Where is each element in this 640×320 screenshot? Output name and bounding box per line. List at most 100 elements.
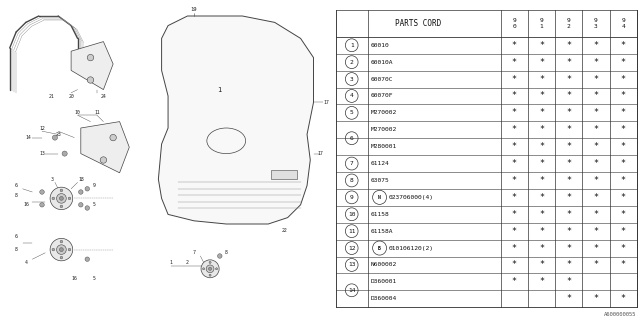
Text: 7: 7 xyxy=(193,250,195,255)
Text: 7: 7 xyxy=(350,161,353,166)
Circle shape xyxy=(60,256,63,259)
Circle shape xyxy=(209,261,211,263)
Text: A600000055: A600000055 xyxy=(604,312,637,317)
Text: *: * xyxy=(566,193,572,202)
Text: 3: 3 xyxy=(51,177,53,182)
Text: *: * xyxy=(539,108,544,117)
Text: 11: 11 xyxy=(94,109,100,115)
Text: M270002: M270002 xyxy=(371,127,397,132)
Text: *: * xyxy=(621,210,626,219)
Text: 8: 8 xyxy=(350,178,353,183)
Text: *: * xyxy=(566,227,572,236)
Text: 61158A: 61158A xyxy=(371,229,393,234)
Text: *: * xyxy=(621,193,626,202)
Text: *: * xyxy=(593,227,598,236)
Text: *: * xyxy=(566,142,572,151)
Text: 12: 12 xyxy=(348,245,355,251)
Text: 11: 11 xyxy=(348,229,355,234)
Text: *: * xyxy=(593,41,598,50)
Text: *: * xyxy=(593,193,598,202)
Text: 5: 5 xyxy=(92,276,95,281)
Text: *: * xyxy=(593,75,598,84)
Text: 2: 2 xyxy=(186,260,189,265)
Circle shape xyxy=(87,77,93,83)
Circle shape xyxy=(40,203,44,207)
Text: *: * xyxy=(621,41,626,50)
Text: *: * xyxy=(539,227,544,236)
Text: 24: 24 xyxy=(100,93,106,99)
Circle shape xyxy=(56,194,67,203)
Text: *: * xyxy=(566,108,572,117)
Circle shape xyxy=(52,197,54,200)
Text: *: * xyxy=(593,58,598,67)
Text: 60010: 60010 xyxy=(371,43,390,48)
Circle shape xyxy=(206,265,214,273)
Text: *: * xyxy=(593,176,598,185)
Text: 4: 4 xyxy=(350,93,353,99)
Text: *: * xyxy=(512,193,516,202)
Text: 5: 5 xyxy=(92,202,95,207)
Text: 9: 9 xyxy=(350,195,353,200)
Circle shape xyxy=(50,187,73,210)
Text: 13: 13 xyxy=(39,151,45,156)
Text: *: * xyxy=(539,260,544,269)
Text: M280001: M280001 xyxy=(371,144,397,149)
Text: 17: 17 xyxy=(323,100,329,105)
Text: *: * xyxy=(566,75,572,84)
Text: D360004: D360004 xyxy=(371,296,397,301)
Text: 3: 3 xyxy=(350,76,353,82)
Circle shape xyxy=(56,245,67,254)
Circle shape xyxy=(209,267,212,270)
Text: 9
3: 9 3 xyxy=(594,18,598,28)
Text: B: B xyxy=(378,245,381,251)
Circle shape xyxy=(216,268,218,270)
Text: *: * xyxy=(539,210,544,219)
Text: *: * xyxy=(512,75,516,84)
Circle shape xyxy=(209,274,211,276)
Polygon shape xyxy=(158,16,314,224)
Text: *: * xyxy=(593,244,598,252)
Circle shape xyxy=(40,190,44,194)
Text: 2: 2 xyxy=(350,60,353,65)
Text: 023706000(4): 023706000(4) xyxy=(389,195,434,200)
Text: 010106120(2): 010106120(2) xyxy=(389,245,434,251)
Text: *: * xyxy=(539,159,544,168)
Text: *: * xyxy=(539,58,544,67)
Text: *: * xyxy=(621,260,626,269)
Text: *: * xyxy=(512,58,516,67)
Circle shape xyxy=(60,240,63,243)
Text: *: * xyxy=(512,41,516,50)
Text: 9: 9 xyxy=(92,183,95,188)
Text: *: * xyxy=(512,125,516,134)
Text: 5: 5 xyxy=(350,110,353,115)
Text: *: * xyxy=(621,176,626,185)
Text: 22: 22 xyxy=(282,228,287,233)
Text: *: * xyxy=(566,244,572,252)
Circle shape xyxy=(85,187,90,191)
Text: *: * xyxy=(566,294,572,303)
Circle shape xyxy=(60,205,63,208)
Text: *: * xyxy=(512,277,516,286)
Text: *: * xyxy=(539,92,544,100)
Text: 1: 1 xyxy=(170,260,173,265)
Text: *: * xyxy=(512,142,516,151)
Text: *: * xyxy=(512,227,516,236)
Text: 9
4: 9 4 xyxy=(621,18,625,28)
Text: *: * xyxy=(566,58,572,67)
Text: 9
1: 9 1 xyxy=(540,18,543,28)
Text: 60070C: 60070C xyxy=(371,76,393,82)
Text: *: * xyxy=(621,108,626,117)
Circle shape xyxy=(60,189,63,192)
Text: 8: 8 xyxy=(225,250,228,255)
Text: *: * xyxy=(566,260,572,269)
Text: *: * xyxy=(539,244,544,252)
Text: 63075: 63075 xyxy=(371,178,390,183)
Circle shape xyxy=(79,190,83,194)
Text: *: * xyxy=(566,210,572,219)
Text: *: * xyxy=(593,294,598,303)
Text: 12: 12 xyxy=(39,125,45,131)
Text: *: * xyxy=(621,244,626,252)
Bar xyxy=(271,170,298,179)
Text: *: * xyxy=(593,142,598,151)
Text: *: * xyxy=(621,92,626,100)
